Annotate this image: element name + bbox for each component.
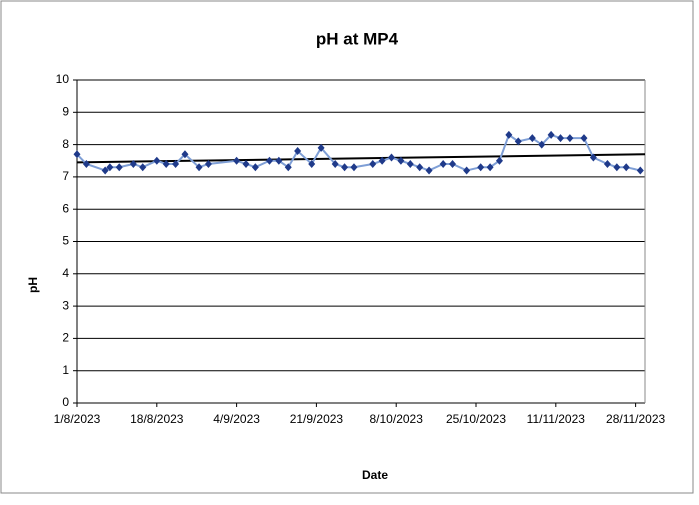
data-point: [233, 156, 241, 165]
x-tick-label: 11/11/2023: [527, 412, 586, 426]
data-point: [486, 163, 494, 172]
x-tick-label: 28/11/2023: [606, 412, 665, 426]
data-point: [139, 163, 147, 172]
data-point: [622, 163, 630, 172]
chart-title: pH at MP4: [316, 29, 399, 48]
data-point: [378, 156, 386, 165]
data-point: [449, 159, 457, 168]
data-point: [242, 159, 250, 168]
y-tick-label: 5: [62, 234, 69, 248]
data-point: [397, 156, 405, 165]
data-point: [308, 159, 316, 168]
data-point: [495, 156, 503, 165]
data-point: [73, 150, 81, 159]
data-point: [369, 159, 377, 168]
x-tick-label: 8/10/2023: [370, 412, 424, 426]
data-point: [331, 159, 339, 168]
y-axis-label: pH: [26, 277, 40, 293]
y-tick-label: 3: [62, 298, 69, 312]
x-tick-label: 21/9/2023: [290, 412, 344, 426]
data-point: [265, 156, 273, 165]
data-point: [195, 163, 203, 172]
data-point: [613, 163, 621, 172]
data-point: [275, 156, 283, 165]
data-point: [341, 163, 349, 172]
data-point: [528, 134, 536, 143]
data-point: [204, 159, 212, 168]
data-point: [106, 163, 114, 172]
data-point: [439, 159, 447, 168]
data-point: [284, 163, 292, 172]
data-point: [82, 159, 90, 168]
data-point: [416, 163, 424, 172]
x-tick-label: 18/8/2023: [130, 412, 184, 426]
y-tick-label: 2: [62, 331, 69, 345]
data-point: [547, 130, 555, 139]
data-point: [603, 159, 611, 168]
data-point: [538, 140, 546, 149]
data-point: [153, 156, 161, 165]
y-tick-label: 6: [62, 201, 69, 215]
y-tick-label: 8: [62, 137, 69, 151]
y-tick-label: 4: [62, 266, 69, 280]
data-point: [636, 166, 644, 175]
data-point: [505, 130, 513, 139]
trendline: [76, 153, 646, 164]
data-point: [317, 143, 325, 152]
x-tick-label: 25/10/2023: [446, 412, 506, 426]
data-point: [251, 163, 259, 172]
data-point: [294, 147, 302, 156]
y-tick-label: 0: [62, 395, 69, 409]
chart-frame: [0, 0, 694, 494]
data-point: [129, 159, 137, 168]
y-tick-label: 9: [62, 104, 69, 118]
data-point: [350, 163, 358, 172]
data-point: [425, 166, 433, 175]
y-tick-label: 10: [56, 72, 70, 86]
data-point: [589, 153, 597, 162]
x-axis-label: Date: [362, 468, 388, 482]
data-point: [477, 163, 485, 172]
data-point: [172, 159, 180, 168]
data-point: [566, 134, 574, 143]
data-point: [406, 159, 414, 168]
data-point: [388, 153, 396, 162]
data-point: [101, 166, 109, 175]
x-tick-label: 1/8/2023: [54, 412, 101, 426]
y-tick-label: 1: [62, 363, 69, 377]
data-point: [463, 166, 471, 175]
x-tick-label: 4/9/2023: [213, 412, 260, 426]
data-point: [557, 134, 565, 143]
data-point: [115, 163, 123, 172]
data-point: [181, 150, 189, 159]
data-point: [162, 159, 170, 168]
data-point: [580, 134, 588, 143]
data-point: [514, 137, 522, 146]
y-tick-label: 7: [62, 169, 69, 183]
